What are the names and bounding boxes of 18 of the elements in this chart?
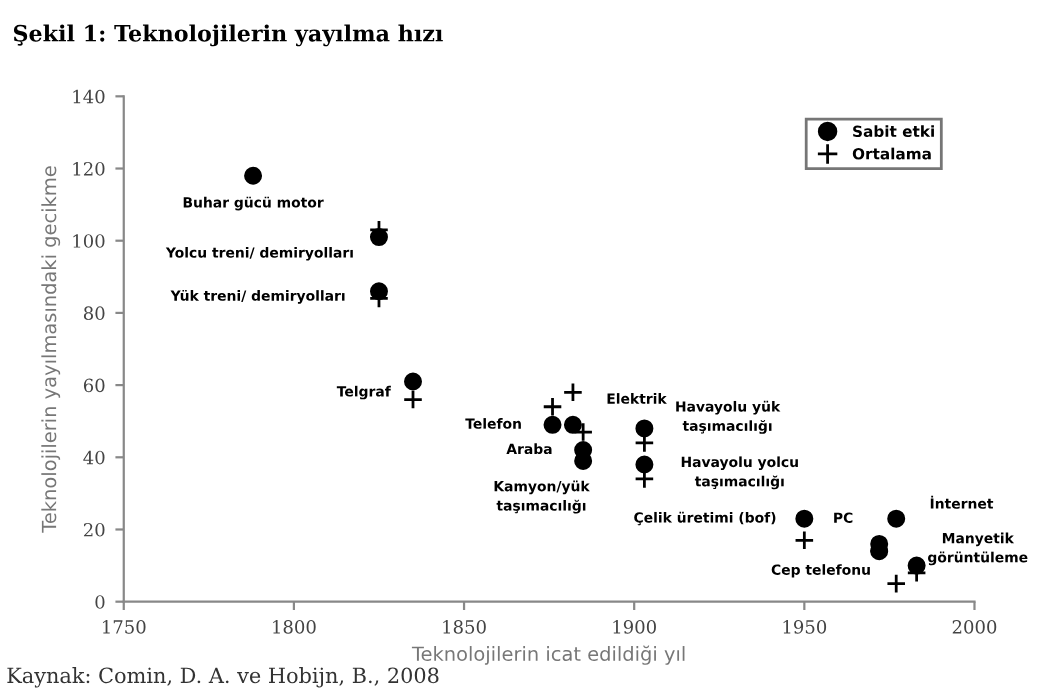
- y-tick-label: 140: [73, 89, 105, 104]
- y-tick-label: 0: [95, 595, 105, 609]
- x-tick-label: 1850: [443, 620, 486, 634]
- x-tick-label: 1950: [783, 620, 827, 634]
- y-tick-label: 20: [83, 522, 105, 537]
- x-axis-title: Teknolojilerin icat edildiği yıl: [411, 645, 685, 665]
- chart-title: Şekil 1: Teknolojilerin yayılma hızı: [13, 24, 443, 47]
- y-tick-label: 60: [83, 378, 105, 393]
- y-tick-label: 100: [73, 234, 105, 248]
- y-axis-title: Teknolojilerin yayılmasındaki gecikme: [41, 166, 61, 533]
- y-tick-label: 120: [73, 161, 105, 176]
- x-tick-label: 1750: [102, 620, 146, 634]
- y-tick-label: 80: [83, 306, 105, 321]
- y-tick-label: 40: [83, 450, 105, 465]
- x-tick-label: 2000: [952, 620, 997, 634]
- x-tick-label: 1800: [273, 620, 316, 634]
- text: Kaynak: Comin, D. A. ve Hobijn, B., 2008: [7, 667, 439, 688]
- x-tick-label: 1900: [613, 620, 656, 634]
